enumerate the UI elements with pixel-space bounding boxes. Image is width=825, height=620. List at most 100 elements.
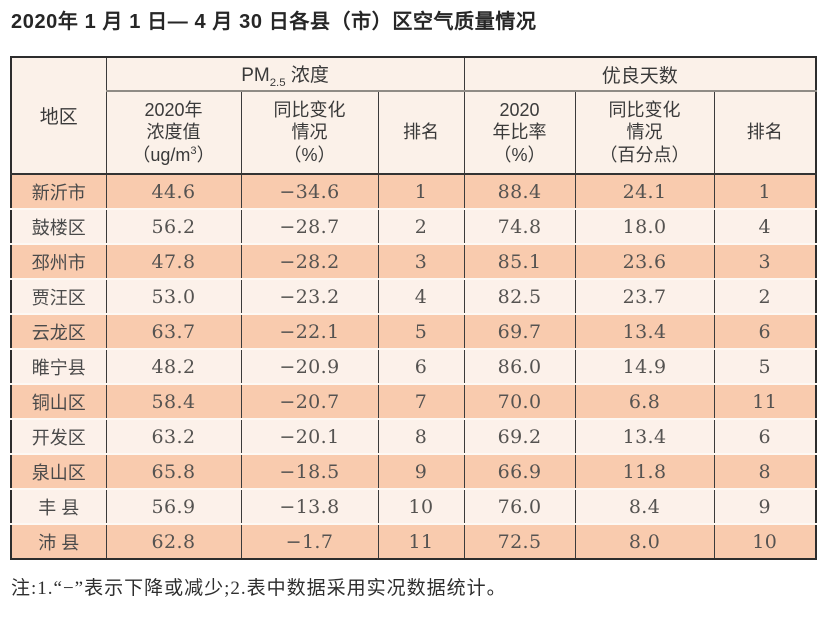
good-ratio-cell: 66.9 — [463, 454, 576, 490]
good-ratio-cell: 69.7 — [463, 314, 576, 350]
table-row: 睢宁县 48.2 −20.9 6 86.0 14.9 5 — [11, 349, 817, 385]
pm-change-cell: −18.5 — [240, 454, 378, 490]
pm-change-cell: −34.6 — [240, 174, 378, 210]
pm-change-cell: −20.1 — [240, 419, 378, 455]
pm-value-cell: 44.6 — [105, 174, 241, 210]
pm-rank-cell: 10 — [377, 489, 465, 525]
good-change-header-line2: 情况 — [626, 122, 663, 143]
region-header: 地区 — [11, 57, 107, 175]
good-change-cell: 13.4 — [574, 314, 715, 350]
good-change-cell: 13.4 — [574, 419, 715, 455]
pm-value-header-line2: 浓度值 — [146, 122, 201, 143]
pm-value-header: 2020年 浓度值 （ug/m3） — [106, 91, 241, 175]
good-ratio-cell: 76.0 — [463, 489, 576, 525]
pm-value-cell: 47.8 — [105, 244, 241, 280]
good-ratio-cell: 72.5 — [463, 524, 576, 559]
good-ratio-cell: 69.2 — [463, 419, 576, 455]
pm-value-cell: 48.2 — [105, 349, 241, 385]
pm25-label-subscript: 2.5 — [269, 76, 286, 89]
pm25-label-prefix: PM — [241, 64, 270, 86]
table-row: 邳州市 47.8 −28.2 3 85.1 23.6 3 — [11, 244, 817, 280]
good-rank-cell: 8 — [713, 454, 817, 490]
pm-value-cell: 56.9 — [105, 489, 241, 525]
table-body: 新沂市 44.6 −34.6 1 88.4 24.1 1 鼓楼区 56.2 −28.7 2 74.8 1… — [11, 174, 817, 559]
pm-rank-cell: 7 — [377, 384, 465, 420]
table-row: 开发区 63.2 −20.1 8 69.2 13.4 6 — [11, 419, 817, 455]
good-rank-cell: 2 — [713, 279, 817, 315]
pm-change-cell: −22.1 — [240, 314, 378, 350]
good-change-header-unit: （百分点） — [599, 144, 690, 165]
group-header-row: 地区 PM2.5 浓度 优良天数 — [11, 57, 817, 175]
good-ratio-cell: 86.0 — [463, 349, 576, 385]
region-cell: 鼓楼区 — [11, 209, 106, 245]
pm-rank-cell: 1 — [377, 174, 465, 210]
pm-rank-cell: 6 — [377, 349, 465, 385]
air-quality-table: 地区 PM2.5 浓度 优良天数 2020年 浓度值 （ug/m3） 同比变化 … — [10, 56, 818, 560]
page: 2020年 1 月 1 日— 4 月 30 日各县（市）区空气质量情况 地区 P… — [10, 11, 818, 599]
pm-change-cell: −28.7 — [240, 209, 378, 245]
good-ratio-cell: 70.0 — [463, 384, 576, 420]
region-cell: 泉山区 — [11, 454, 106, 490]
pm-change-cell: −20.7 — [240, 384, 378, 420]
good-rank-cell: 11 — [713, 384, 817, 420]
pm-change-header: 同比变化 情况 （%） — [240, 91, 378, 175]
pm-value-cell: 63.2 — [105, 419, 241, 455]
pm-unit-suffix: ） — [196, 144, 215, 165]
table-row: 贾汪区 53.0 −23.2 4 82.5 23.7 2 — [11, 279, 817, 315]
table-row: 新沂市 44.6 −34.6 1 88.4 24.1 1 — [11, 174, 817, 210]
good-change-cell: 11.8 — [574, 454, 715, 490]
pm-change-cell: −1.7 — [240, 524, 378, 559]
good-change-cell: 6.8 — [574, 384, 715, 420]
table-header: 地区 PM2.5 浓度 优良天数 2020年 浓度值 （ug/m3） 同比变化 … — [11, 57, 817, 175]
region-cell: 贾汪区 — [11, 279, 106, 315]
table-row: 铜山区 58.4 −20.7 7 70.0 6.8 11 — [11, 384, 817, 420]
sub-header-row: 2020年 浓度值 （ug/m3） 同比变化 情况 （%） 排名 2020 年比… — [11, 91, 817, 175]
pm-rank-cell: 3 — [377, 244, 465, 280]
good-change-header-line1: 同比变化 — [608, 99, 681, 120]
good-change-cell: 14.9 — [574, 349, 715, 385]
pm-change-cell: −20.9 — [240, 349, 378, 385]
good-rank-cell: 3 — [713, 244, 817, 280]
good-ratio-cell: 74.8 — [463, 209, 576, 245]
pm-rank-cell: 4 — [377, 279, 465, 315]
pm-change-header-line2: 情况 — [291, 122, 328, 143]
footnote: 注:1.“−”表示下降或减少;2.表中数据采用实况数据统计。 — [11, 578, 507, 599]
good-rank-cell: 4 — [713, 209, 817, 245]
good-change-cell: 23.6 — [574, 244, 715, 280]
good-change-cell: 23.7 — [574, 279, 715, 315]
pm-rank-cell: 9 — [377, 454, 465, 490]
good-days-group-header: 优良天数 — [463, 57, 817, 92]
good-rank-cell: 1 — [713, 174, 817, 210]
pm-change-cell: −23.2 — [240, 279, 378, 315]
good-ratio-header: 2020 年比率 （%） — [463, 91, 576, 175]
region-cell: 开发区 — [11, 419, 106, 455]
pm-unit-superscript: 3 — [190, 144, 197, 157]
pm-value-cell: 65.8 — [105, 454, 241, 490]
pm-rank-cell: 8 — [377, 419, 465, 455]
page-title: 2020年 1 月 1 日— 4 月 30 日各县（市）区空气质量情况 — [11, 11, 537, 33]
region-cell: 睢宁县 — [11, 349, 106, 385]
good-ratio-cell: 82.5 — [463, 279, 576, 315]
good-rank-cell: 6 — [713, 314, 817, 350]
good-change-cell: 8.0 — [574, 524, 715, 559]
good-ratio-header-line1: 2020 — [499, 99, 540, 120]
pm-value-cell: 63.7 — [105, 314, 241, 350]
pm-value-cell: 62.8 — [105, 524, 241, 559]
good-ratio-header-unit: （%） — [493, 144, 546, 165]
region-cell: 云龙区 — [11, 314, 106, 350]
region-cell: 沛 县 — [11, 524, 106, 559]
pm-value-cell: 53.0 — [105, 279, 241, 315]
region-cell: 邳州市 — [11, 244, 106, 280]
good-ratio-cell: 85.1 — [463, 244, 576, 280]
good-rank-cell: 6 — [713, 419, 817, 455]
pm-change-cell: −28.2 — [240, 244, 378, 280]
region-cell: 新沂市 — [11, 174, 106, 210]
table-row: 鼓楼区 56.2 −28.7 2 74.8 18.0 4 — [11, 209, 817, 245]
pm-value-header-unit: （ug/m3） — [107, 144, 241, 167]
pm-change-header-line1: 同比变化 — [273, 99, 346, 120]
good-change-header: 同比变化 情况 （百分点） — [574, 91, 715, 175]
region-cell: 丰 县 — [11, 489, 106, 525]
table-row: 丰 县 56.9 −13.8 10 76.0 8.4 9 — [11, 489, 817, 525]
pm-rank-header: 排名 — [377, 91, 465, 175]
pm-value-cell: 58.4 — [105, 384, 241, 420]
